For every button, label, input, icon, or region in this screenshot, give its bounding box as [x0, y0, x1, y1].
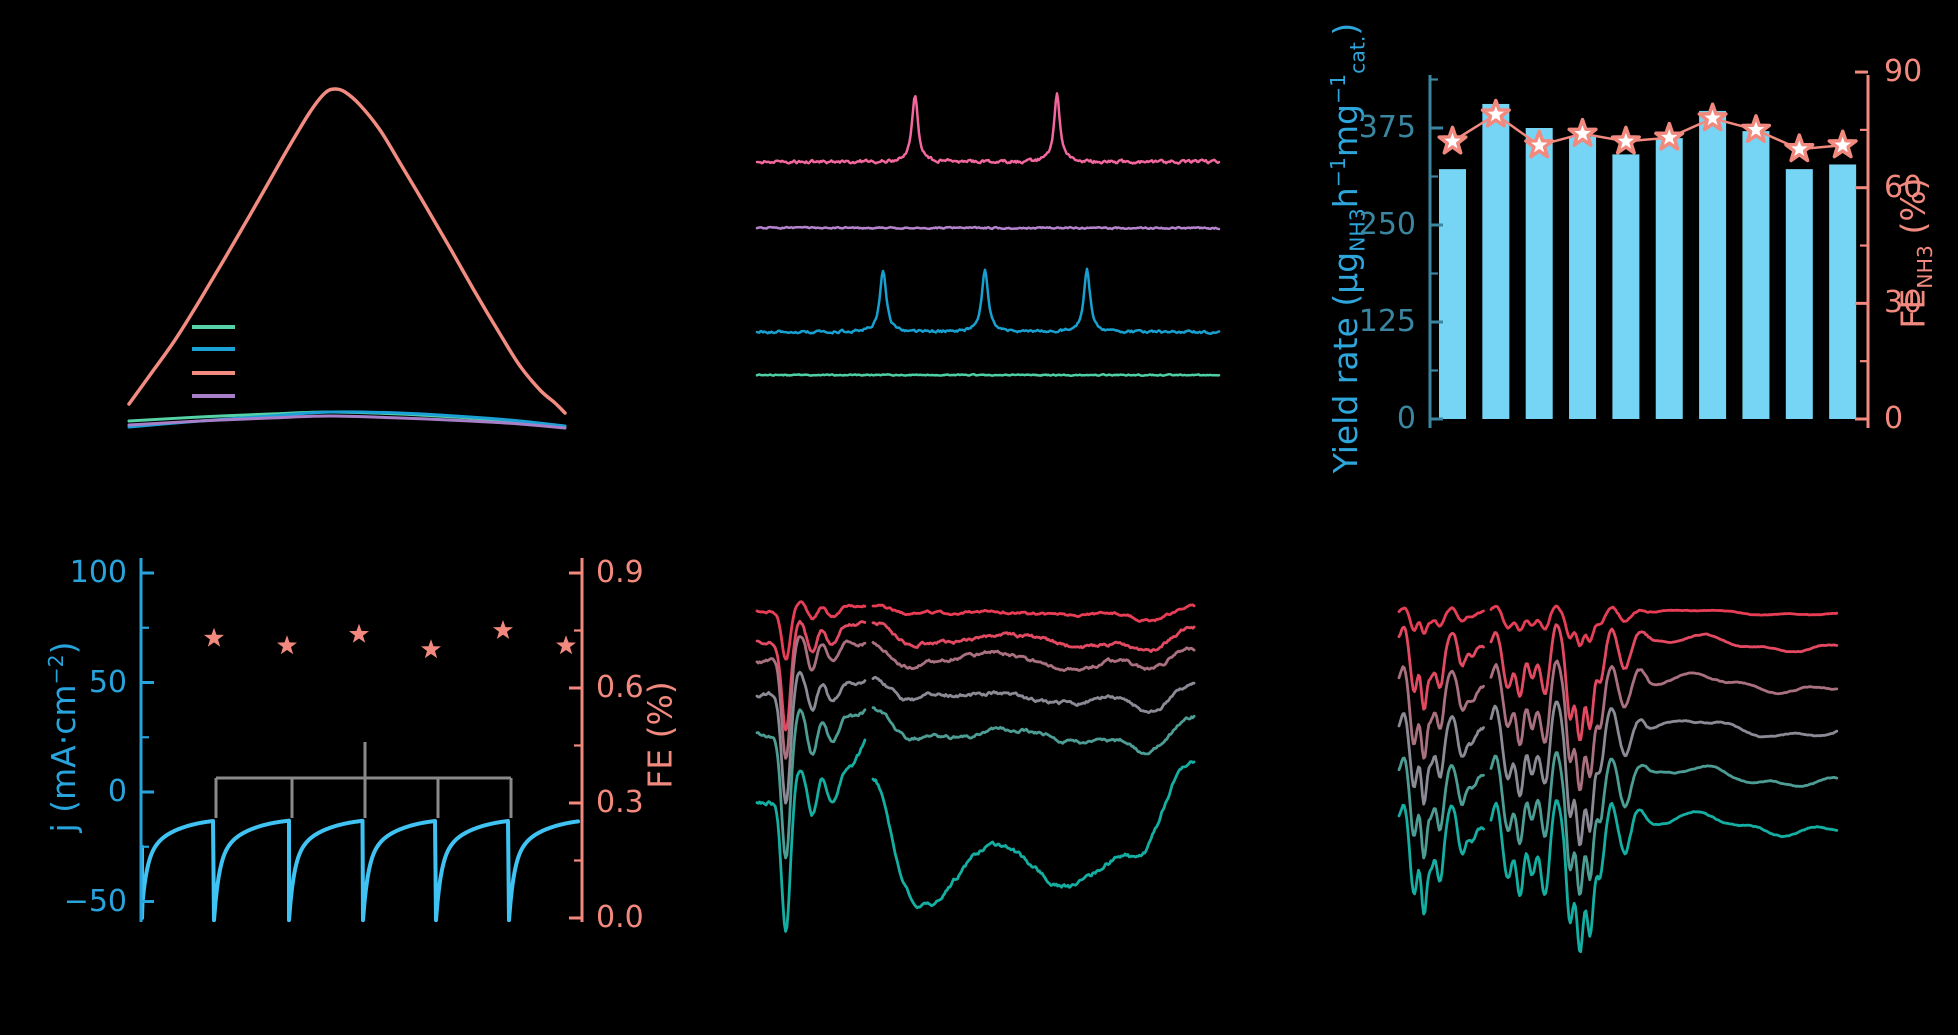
panel-nmr [755, 92, 1221, 378]
panel-bar-chart [1428, 70, 1870, 428]
fe-star-8 [1740, 114, 1772, 143]
volcano-curve [127, 87, 567, 415]
fe-star-3 [1524, 129, 1555, 159]
bar-right-tick-label: 30 [1884, 285, 1923, 321]
yield-bar-8 [1742, 131, 1770, 419]
fe-star-4 [1567, 117, 1598, 147]
panel-operando-middle-trace-3 [755, 670, 1196, 805]
fe-star-1 [204, 627, 224, 647]
bar-left-tick-label: 0 [1396, 401, 1416, 436]
panel-volcano [127, 87, 567, 430]
panel-operando-middle-trace-1 [755, 619, 1196, 732]
axis-title-part: ) [1325, 22, 1365, 36]
fe-line [1451, 113, 1844, 151]
axis-title-part: cat. [1345, 35, 1370, 74]
yield-bar-9 [1785, 169, 1813, 419]
fe-star-9 [1784, 133, 1815, 163]
panel-operando-right-trace-2 [1397, 659, 1839, 792]
axis-title-part: NH3 [1913, 245, 1938, 289]
bar-right-tick-label: 60 [1884, 169, 1923, 205]
fe-star-7 [1697, 102, 1728, 132]
yield-bar-4 [1569, 136, 1597, 419]
steps-right-tick-label: 0.6 [596, 670, 644, 705]
panel-operando-right-trace-5 [1397, 799, 1839, 954]
nmr-trace-0 [755, 92, 1221, 165]
fe-star-5 [1610, 125, 1641, 155]
nmr-trace-1 [755, 225, 1221, 231]
steps-right-tick-label: 0.0 [596, 900, 644, 935]
steps-right-tick-label: 0.3 [596, 785, 644, 820]
current-density-axis-title: j (mA·cm−2) [44, 641, 83, 833]
axis-title-part: Yield rate (μg [1325, 251, 1365, 474]
fe-star-1 [1437, 125, 1468, 155]
nmr-trace-2 [755, 267, 1221, 336]
panel-operando-middle [755, 600, 1196, 933]
panel-operando-middle-trace-4 [755, 706, 1196, 860]
fe-axis-title: FE (%) [640, 681, 680, 789]
yield-bar-5 [1612, 154, 1640, 419]
bar-left-tick-label: 250 [1358, 207, 1416, 242]
fe-star-5 [493, 620, 513, 639]
panel-operando-right-trace-1 [1397, 623, 1839, 742]
panel-operando-right [1397, 604, 1839, 954]
axis-title-part: −1 [1325, 73, 1350, 105]
bar-chart-left-axis-title: Yield rate (μgNH3h−1mg−1cat.) [1325, 22, 1370, 474]
yield-bar-6 [1655, 138, 1683, 419]
bar-right-tick-label: 0 [1884, 401, 1904, 436]
current-step-curve [140, 818, 580, 923]
panel-operando-middle-trace-5 [755, 738, 1196, 933]
axis-title-part: −2 [44, 654, 68, 685]
fe-star-3 [349, 623, 369, 643]
steps-left-tick-label: −50 [63, 883, 127, 919]
axis-title-part: j (mA·cm [44, 684, 83, 833]
panel-current-steps [139, 558, 584, 923]
axis-title-part: ) [44, 641, 83, 655]
fe-star-6 [1654, 121, 1685, 151]
steps-left-tick-label: 50 [88, 664, 127, 700]
fe-star-2 [1480, 98, 1511, 128]
fe-star-4 [421, 639, 441, 659]
bar-left-tick-label: 375 [1358, 110, 1416, 145]
yield-bar-3 [1525, 128, 1553, 419]
yield-bar-1 [1439, 169, 1466, 419]
panel-operando-right-trace-4 [1397, 751, 1839, 896]
panel-operando-right-trace-0 [1397, 604, 1839, 648]
steps-right-tick-label: 0.9 [596, 555, 644, 590]
fe-star-10 [1827, 129, 1858, 159]
steps-left-tick-label: 100 [69, 555, 127, 590]
fe-star-2 [277, 635, 297, 655]
flat-curve-2 [127, 414, 567, 430]
steps-left-tick-label: 0 [107, 774, 127, 809]
panel-operando-middle-trace-2 [755, 635, 1196, 760]
axis-title-part: h [1325, 187, 1365, 209]
yield-bar-2 [1482, 103, 1510, 419]
axis-title-part: −1 [1325, 157, 1350, 188]
bar-right-tick-label: 90 [1884, 54, 1923, 90]
flat-curve-1 [127, 410, 567, 429]
yield-bar-10 [1829, 164, 1857, 419]
panel-operando-right-trace-3 [1397, 700, 1839, 847]
panel-operando-middle-trace-0 [755, 600, 1196, 661]
fe-star-6 [556, 635, 576, 655]
nmr-trace-3 [755, 373, 1221, 378]
bar-left-tick-label: 125 [1358, 304, 1416, 339]
yield-bar-7 [1699, 110, 1727, 419]
